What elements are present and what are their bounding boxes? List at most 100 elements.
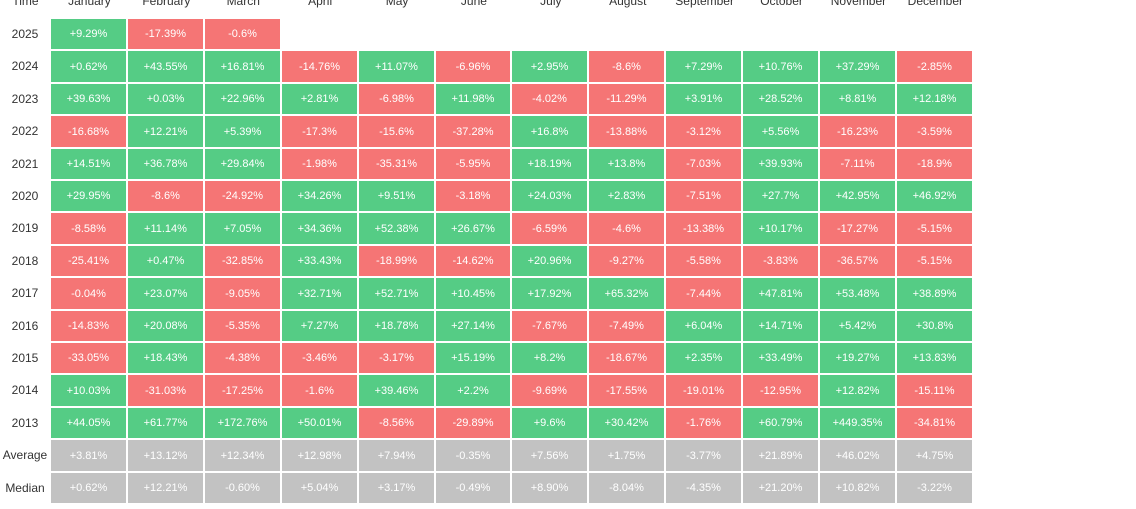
heatmap-cell: +9.51%	[359, 181, 434, 211]
heatmap-cell: +10.17%	[743, 213, 818, 244]
heatmap-cell: -3.17%	[359, 343, 434, 373]
heatmap-cell: -7.51%	[666, 181, 741, 211]
heatmap-cell: +2.83%	[589, 181, 664, 211]
heatmap-cell: +37.29%	[820, 51, 895, 82]
heatmap-cell: +39.63%	[51, 84, 126, 114]
heatmap-cell: -35.31%	[359, 149, 434, 179]
row-label-2013: 2013	[11, 415, 39, 430]
heatmap-cell: -8.6%	[589, 51, 664, 82]
row-label-2022: 2022	[11, 124, 39, 139]
heatmap-cell: +5.42%	[820, 311, 895, 341]
heatmap-cell: +30.8%	[897, 311, 972, 341]
heatmap-cell: -0.35%	[436, 440, 510, 471]
column-header-december: December	[907, 0, 964, 8]
heatmap-cell: -31.03%	[128, 375, 203, 406]
heatmap-cell: -0.49%	[436, 473, 510, 503]
heatmap-cell: +12.21%	[128, 473, 203, 503]
heatmap-cell: +27.14%	[436, 311, 510, 341]
heatmap-cell: +13.8%	[589, 149, 664, 179]
heatmap-cell: -15.6%	[359, 116, 434, 147]
heatmap-cell: -25.41%	[51, 246, 126, 276]
column-header-september: September	[675, 0, 734, 8]
heatmap-cell: -11.29%	[589, 84, 664, 114]
row-label-2020: 2020	[11, 189, 39, 203]
row-label-2023: 2023	[11, 91, 39, 106]
heatmap-cell: -0.04%	[51, 278, 126, 309]
heatmap-cell: +8.2%	[512, 343, 587, 373]
heatmap-cell: -17.55%	[589, 375, 664, 406]
heatmap-cell: -14.76%	[282, 51, 357, 82]
heatmap-cell: +50.01%	[282, 408, 357, 438]
heatmap-cell: -17.39%	[128, 19, 203, 49]
row-label-2014: 2014	[11, 383, 39, 398]
heatmap-cell: +10.82%	[820, 473, 895, 503]
heatmap-cell: -9.27%	[589, 246, 664, 276]
heatmap-cell: +11.07%	[359, 51, 434, 82]
heatmap-cell: +33.43%	[282, 246, 357, 276]
heatmap-cell: -18.9%	[897, 149, 972, 179]
heatmap-cell: +20.08%	[128, 311, 203, 341]
heatmap-cell: +36.78%	[128, 149, 203, 179]
heatmap-cell: +5.39%	[205, 116, 280, 147]
heatmap-cell: -3.18%	[436, 181, 510, 211]
heatmap-cell: -5.58%	[666, 246, 741, 276]
heatmap-cell: +10.45%	[436, 278, 510, 309]
heatmap-cell: -5.15%	[897, 246, 972, 276]
heatmap-cell: +0.62%	[51, 51, 126, 82]
heatmap-cell: -4.02%	[512, 84, 587, 114]
column-header-april: April	[308, 0, 333, 8]
heatmap-cell: +17.92%	[512, 278, 587, 309]
heatmap-cell: +65.32%	[589, 278, 664, 309]
heatmap-cell: +6.04%	[666, 311, 741, 341]
heatmap-cell: -8.58%	[51, 213, 126, 244]
heatmap-cell: -4.35%	[666, 473, 741, 503]
heatmap-cell: -24.92%	[205, 181, 280, 211]
heatmap-cell: -18.67%	[589, 343, 664, 373]
heatmap-cell: +2.81%	[282, 84, 357, 114]
heatmap-cell: +7.29%	[666, 51, 741, 82]
heatmap-cell: -13.38%	[666, 213, 741, 244]
heatmap-cell: +12.21%	[128, 116, 203, 147]
heatmap-cell: +8.81%	[820, 84, 895, 114]
heatmap-cell: +29.95%	[51, 181, 126, 211]
heatmap-cell: -37.28%	[436, 116, 510, 147]
heatmap-cell: +5.04%	[282, 473, 357, 503]
heatmap-cell: +60.79%	[743, 408, 818, 438]
heatmap-cell: +52.71%	[359, 278, 434, 309]
heatmap-cell: +53.48%	[820, 278, 895, 309]
heatmap-cell: +18.43%	[128, 343, 203, 373]
heatmap-cell: +12.18%	[897, 84, 972, 114]
heatmap-cell: +20.96%	[512, 246, 587, 276]
heatmap-cell: +3.91%	[666, 84, 741, 114]
heatmap-cell: -1.98%	[282, 149, 357, 179]
heatmap-cell: -8.56%	[359, 408, 434, 438]
heatmap-cell: +14.71%	[743, 311, 818, 341]
heatmap-cell: -8.6%	[128, 181, 203, 211]
heatmap-cell: +13.12%	[128, 440, 203, 471]
row-label-2025: 2025	[11, 27, 39, 41]
column-header-march: March	[226, 0, 260, 8]
heatmap-cell: +0.03%	[128, 84, 203, 114]
row-label-2021: 2021	[11, 156, 39, 171]
heatmap-cell: -4.38%	[205, 343, 280, 373]
heatmap-cell: -3.12%	[666, 116, 741, 147]
row-label-2016: 2016	[11, 318, 39, 333]
heatmap-cell: +9.29%	[51, 19, 126, 49]
heatmap-cell: -3.59%	[897, 116, 972, 147]
heatmap-cell: +8.90%	[512, 473, 587, 503]
column-header-october: October	[760, 0, 803, 8]
heatmap-cell: -18.99%	[359, 246, 434, 276]
heatmap-cell: -3.83%	[743, 246, 818, 276]
heatmap-cell: +14.51%	[51, 149, 126, 179]
heatmap-cell: -7.11%	[820, 149, 895, 179]
column-header-june: June	[460, 0, 487, 8]
heatmap-cell: -0.6%	[205, 19, 280, 49]
heatmap-cell: +7.05%	[205, 213, 280, 244]
heatmap-cell: -5.95%	[436, 149, 510, 179]
heatmap-cell: +2.35%	[666, 343, 741, 373]
heatmap-cell: -14.83%	[51, 311, 126, 341]
heatmap-cell: +34.36%	[282, 213, 357, 244]
column-header-july: July	[540, 0, 562, 8]
heatmap-cell: +18.19%	[512, 149, 587, 179]
